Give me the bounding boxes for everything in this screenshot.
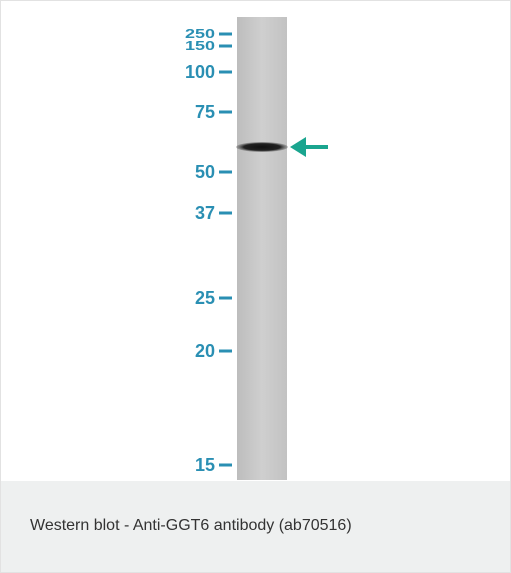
marker-label: 25 [195,288,215,308]
caption-area: Western blot - Anti-GGT6 antibody (ab705… [1,481,510,572]
marker-label: 37 [195,203,215,223]
marker-label: 75 [195,102,215,122]
figure-card: 250150100755037252015 Western blot - Ant… [0,0,511,573]
marker-label: 100 [185,62,215,82]
marker-label: 150 [185,39,215,53]
marker-label: 50 [195,162,215,182]
marker-label: 20 [195,341,215,361]
marker-label: 15 [195,455,215,475]
gel-lane [237,17,287,480]
protein-band [236,142,288,152]
arrow [290,137,328,157]
caption: Western blot - Anti-GGT6 antibody (ab705… [30,517,352,535]
